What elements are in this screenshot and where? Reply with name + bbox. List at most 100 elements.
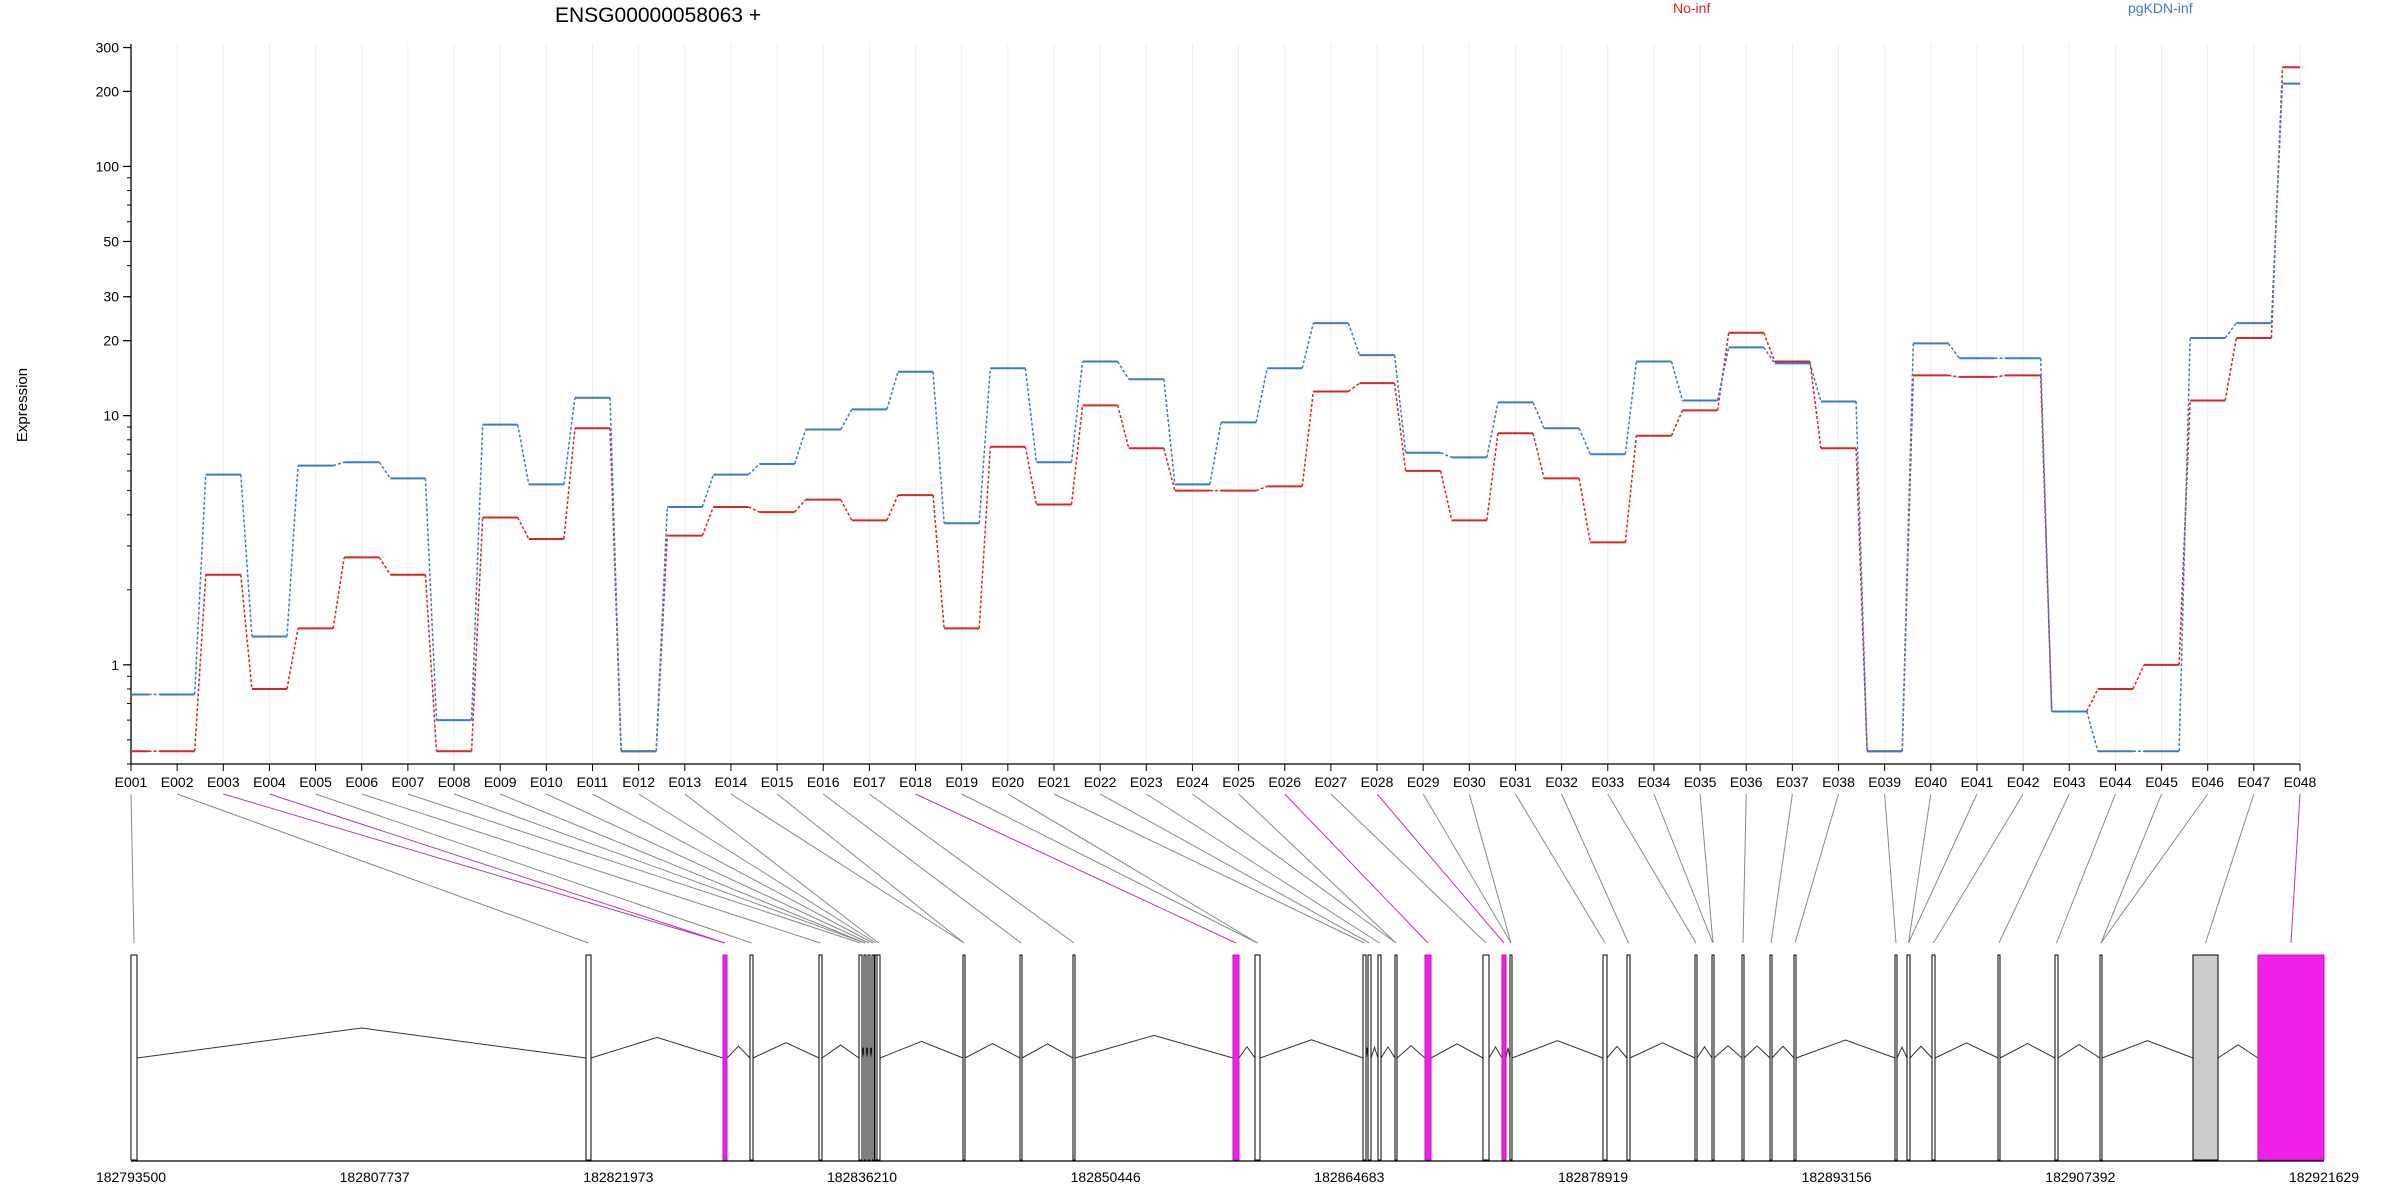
series-connector — [1301, 391, 1315, 487]
exon-connector — [1908, 793, 1932, 944]
exon-connector — [1007, 793, 1258, 944]
exon-box — [1019, 954, 1023, 1161]
series-connector — [2086, 711, 2099, 752]
exon-connector — [1515, 793, 1606, 944]
x-tick-label: E019 — [945, 774, 978, 790]
exon-box — [2257, 954, 2325, 1161]
exon-box — [1509, 954, 1513, 1161]
x-tick-label: E007 — [392, 774, 425, 790]
series-connector — [286, 465, 299, 637]
exon-connector — [1561, 793, 1629, 944]
intron — [879, 1040, 964, 1059]
x-tick-label: E010 — [530, 774, 563, 790]
series-connector — [1347, 382, 1360, 393]
exon-box — [858, 954, 863, 1161]
genomic-tick-label: 182907392 — [2045, 1169, 2115, 1185]
y-tick-label: 30 — [103, 289, 119, 305]
x-tick-label: E043 — [2053, 774, 2086, 790]
series-connector — [794, 499, 807, 513]
intron — [1696, 1045, 1713, 1059]
series-connector — [1948, 374, 1960, 378]
series-connector — [1163, 379, 1176, 485]
series-connector — [1486, 402, 1499, 458]
genomic-tick-label: 182878919 — [1558, 1169, 1628, 1185]
series-connector — [1763, 332, 1776, 362]
series-connector — [1809, 361, 1822, 449]
series-connector — [516, 424, 530, 485]
series-connector — [378, 461, 391, 479]
series-connector — [793, 429, 807, 465]
x-tick-label: E015 — [761, 774, 794, 790]
series-connector — [1070, 405, 1084, 505]
exon-connector — [1884, 793, 1897, 944]
series-connector — [655, 506, 668, 752]
series-connector — [978, 368, 992, 524]
series-connector — [470, 424, 484, 721]
x-tick-label: E028 — [1361, 774, 1394, 790]
exon-box — [1769, 954, 1773, 1161]
intron — [1629, 1042, 1696, 1059]
exon-connector — [1468, 793, 1512, 944]
series-connector — [2224, 322, 2237, 339]
series-connector — [424, 478, 438, 721]
series-connector — [2224, 337, 2238, 401]
exon-box — [2054, 954, 2059, 1161]
series-connector — [2039, 358, 2053, 712]
exon-connector — [1742, 793, 1747, 944]
series-connector — [332, 557, 345, 629]
intron — [1259, 1039, 1364, 1059]
exon-box — [1894, 954, 1898, 1161]
x-tick-label: E036 — [1730, 774, 1763, 790]
series-connector — [1716, 332, 1730, 411]
series-connector — [1116, 405, 1130, 449]
y-axis: 1 10 20 30 50 100 200 300 — [96, 40, 132, 765]
exon-connector — [2056, 793, 2116, 944]
exon-box — [876, 954, 881, 1161]
y-tick-label: 100 — [96, 158, 120, 174]
intron — [1370, 1045, 1379, 1059]
x-tick-label: E042 — [2007, 774, 2040, 790]
x-tick-label: E029 — [1407, 774, 1440, 790]
intron — [1396, 1045, 1426, 1059]
series-connector — [886, 494, 899, 521]
chart-title: ENSG00000058063 + — [555, 4, 761, 27]
exon-connector — [1099, 793, 1370, 944]
series-connector — [1624, 435, 1638, 543]
exon-box — [1377, 954, 1382, 1161]
series-pgkdn-inf — [131, 82, 2300, 753]
exon-connector — [315, 793, 752, 944]
x-tick-label: E025 — [1222, 774, 1255, 790]
exon-connector — [1053, 793, 1365, 944]
series-connector — [1716, 347, 1730, 401]
exon-box — [1711, 954, 1715, 1161]
intron — [726, 1045, 751, 1059]
exon-connector-lines — [130, 793, 2301, 944]
intron — [1021, 1043, 1074, 1059]
series-connector — [978, 446, 992, 629]
series-connector — [1209, 422, 1222, 485]
exon-connector — [130, 793, 135, 944]
series-connector — [1117, 361, 1130, 380]
intron — [2057, 1044, 2101, 1059]
exon-connector — [684, 793, 879, 944]
exon-connector — [1933, 793, 2024, 944]
exon-connector — [1794, 793, 1839, 944]
exon-connector — [2100, 793, 2163, 944]
exon-box — [962, 954, 966, 1161]
intron — [1934, 1042, 1999, 1059]
intron — [136, 1027, 587, 1059]
exon-connector — [1653, 793, 1714, 944]
series-connector — [609, 397, 622, 752]
series-connector — [840, 408, 853, 430]
y-axis-label: Expression — [14, 368, 31, 442]
series-connector — [1439, 470, 1453, 521]
x-tick-label: E048 — [2284, 774, 2317, 790]
intron — [1511, 1040, 1604, 1059]
exon-connector — [1238, 793, 1397, 944]
gene-model-track — [130, 954, 2325, 1161]
series-connector — [1855, 401, 1868, 752]
x-tick-label: E020 — [991, 774, 1024, 790]
exon-box — [1367, 954, 1372, 1161]
intron — [1488, 1045, 1503, 1059]
x-tick-label: E045 — [2145, 774, 2178, 790]
